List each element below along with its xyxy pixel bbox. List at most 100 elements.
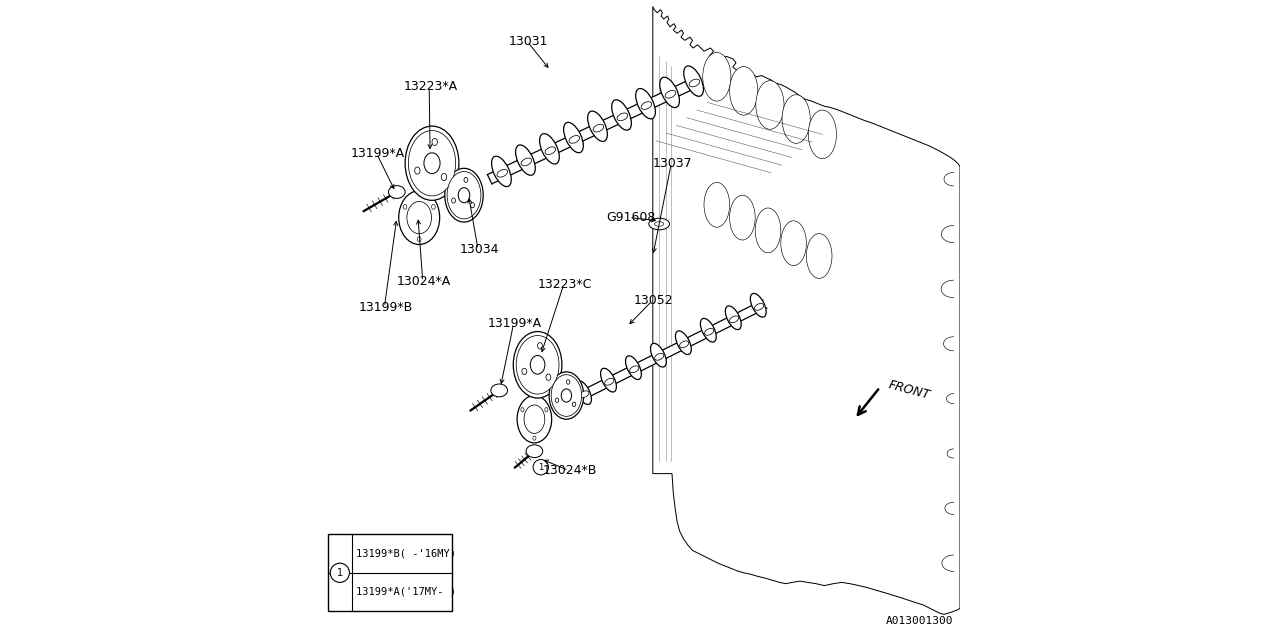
Ellipse shape	[522, 368, 527, 374]
Ellipse shape	[809, 110, 837, 159]
Text: A013001300: A013001300	[886, 616, 954, 626]
Ellipse shape	[545, 408, 548, 412]
Ellipse shape	[588, 111, 607, 141]
Circle shape	[330, 563, 349, 582]
Ellipse shape	[755, 208, 781, 253]
Ellipse shape	[516, 145, 535, 175]
Ellipse shape	[492, 384, 508, 397]
Ellipse shape	[540, 134, 559, 164]
Ellipse shape	[431, 204, 435, 209]
Ellipse shape	[532, 436, 536, 440]
Ellipse shape	[641, 102, 652, 109]
Ellipse shape	[445, 168, 484, 222]
Ellipse shape	[754, 303, 764, 310]
Ellipse shape	[580, 391, 589, 397]
Ellipse shape	[576, 381, 591, 404]
Text: 13199*B: 13199*B	[358, 301, 412, 314]
Ellipse shape	[545, 147, 556, 154]
Ellipse shape	[433, 138, 438, 145]
Ellipse shape	[513, 332, 562, 398]
Ellipse shape	[726, 306, 741, 330]
Ellipse shape	[730, 316, 739, 323]
Text: 13199*A('17MY- ): 13199*A('17MY- )	[356, 587, 456, 597]
Text: 13223*A: 13223*A	[403, 80, 457, 93]
Ellipse shape	[730, 195, 755, 240]
Text: G91608: G91608	[607, 211, 657, 224]
Ellipse shape	[403, 204, 407, 209]
Ellipse shape	[442, 173, 447, 180]
Ellipse shape	[526, 445, 543, 458]
Ellipse shape	[654, 221, 664, 227]
Ellipse shape	[654, 353, 664, 360]
Ellipse shape	[572, 402, 576, 406]
Ellipse shape	[452, 198, 456, 203]
Polygon shape	[488, 76, 703, 184]
Ellipse shape	[567, 380, 570, 384]
Text: 13031: 13031	[508, 35, 548, 48]
Ellipse shape	[649, 218, 669, 230]
Ellipse shape	[730, 67, 758, 115]
Ellipse shape	[547, 374, 550, 380]
Ellipse shape	[517, 396, 552, 443]
Ellipse shape	[626, 356, 641, 380]
Ellipse shape	[650, 343, 667, 367]
Text: FRONT: FRONT	[886, 379, 931, 402]
Ellipse shape	[561, 389, 572, 402]
Text: 13199*B( -'16MY): 13199*B( -'16MY)	[356, 548, 456, 559]
Bar	[328, 534, 453, 611]
Text: 13223*C: 13223*C	[538, 278, 591, 291]
Ellipse shape	[549, 372, 584, 419]
Ellipse shape	[604, 378, 614, 385]
Text: 13052: 13052	[634, 294, 673, 307]
Ellipse shape	[465, 177, 468, 182]
Ellipse shape	[530, 355, 545, 374]
Ellipse shape	[750, 293, 767, 317]
Ellipse shape	[612, 100, 631, 130]
Ellipse shape	[492, 156, 511, 187]
Ellipse shape	[399, 191, 440, 244]
Ellipse shape	[458, 188, 470, 203]
Ellipse shape	[521, 158, 531, 166]
Text: 13034: 13034	[460, 243, 499, 256]
Ellipse shape	[782, 95, 810, 143]
Ellipse shape	[593, 124, 604, 132]
Ellipse shape	[389, 186, 404, 198]
Ellipse shape	[806, 234, 832, 278]
Ellipse shape	[415, 167, 420, 174]
Ellipse shape	[521, 408, 524, 412]
Text: 13199*A: 13199*A	[488, 317, 541, 330]
Ellipse shape	[781, 221, 806, 266]
Ellipse shape	[755, 81, 783, 129]
Ellipse shape	[524, 405, 545, 433]
Ellipse shape	[407, 202, 431, 234]
Ellipse shape	[538, 342, 543, 349]
Ellipse shape	[684, 66, 704, 96]
Ellipse shape	[570, 136, 580, 143]
Text: 13024*B: 13024*B	[543, 464, 596, 477]
Ellipse shape	[497, 170, 508, 177]
Ellipse shape	[704, 182, 730, 227]
Ellipse shape	[552, 374, 581, 417]
Polygon shape	[571, 300, 767, 404]
Ellipse shape	[563, 122, 584, 153]
Ellipse shape	[516, 335, 559, 394]
Ellipse shape	[617, 113, 627, 121]
Ellipse shape	[408, 131, 456, 196]
Ellipse shape	[417, 237, 421, 241]
Ellipse shape	[600, 368, 617, 392]
Ellipse shape	[700, 318, 717, 342]
Ellipse shape	[704, 328, 714, 335]
Ellipse shape	[680, 341, 689, 348]
Text: 13024*A: 13024*A	[397, 275, 451, 288]
Ellipse shape	[556, 398, 558, 403]
Ellipse shape	[447, 172, 481, 219]
Ellipse shape	[659, 77, 680, 108]
Text: 13037: 13037	[653, 157, 692, 170]
Ellipse shape	[636, 88, 655, 119]
Text: 13199*A: 13199*A	[351, 147, 404, 160]
Ellipse shape	[404, 126, 460, 200]
Ellipse shape	[532, 460, 548, 475]
Text: 1: 1	[538, 463, 544, 472]
Ellipse shape	[630, 366, 639, 372]
Ellipse shape	[666, 90, 676, 98]
